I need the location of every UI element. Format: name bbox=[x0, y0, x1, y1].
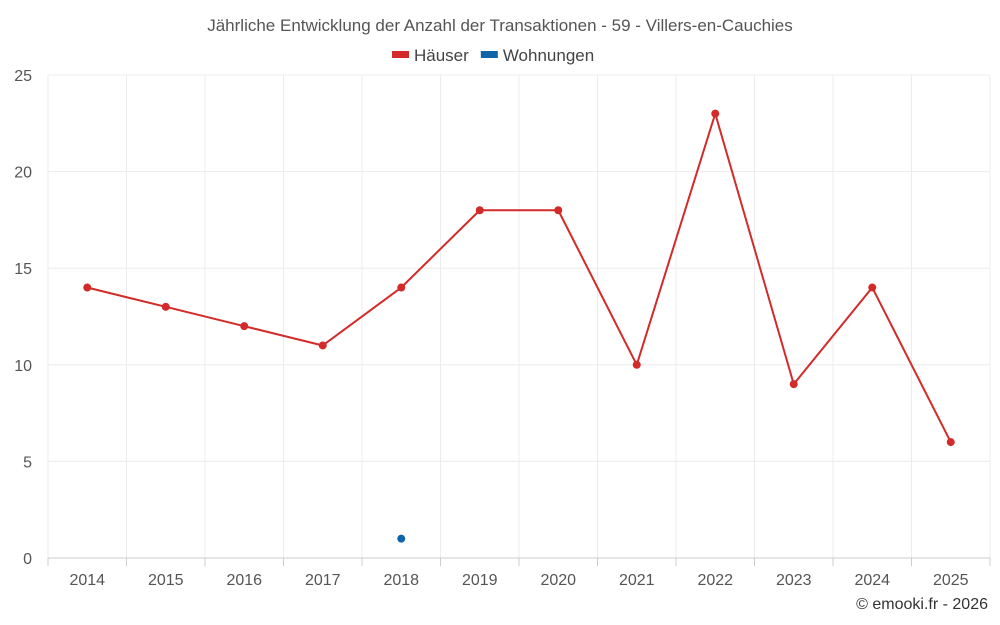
x-tick-label: 2020 bbox=[540, 572, 576, 589]
legend-item[interactable]: Häuser bbox=[392, 46, 469, 65]
legend-label: Wohnungen bbox=[503, 46, 594, 65]
x-tick-label: 2022 bbox=[697, 572, 733, 589]
data-point bbox=[83, 283, 92, 292]
y-tick-label: 0 bbox=[23, 551, 32, 568]
x-tick-label: 2016 bbox=[226, 572, 262, 589]
legend-swatch bbox=[392, 51, 409, 58]
series-layer bbox=[83, 109, 955, 543]
data-point bbox=[397, 283, 406, 292]
data-point bbox=[946, 438, 955, 447]
data-point bbox=[161, 302, 170, 311]
legend[interactable]: Häuser Wohnungen bbox=[392, 46, 594, 65]
data-point bbox=[475, 206, 484, 215]
y-tick-label: 10 bbox=[14, 358, 32, 375]
x-tick-label: 2021 bbox=[619, 572, 655, 589]
legend-label: Häuser bbox=[414, 46, 469, 65]
legend-swatch bbox=[480, 51, 498, 58]
series-1 bbox=[397, 534, 406, 543]
x-tick-label: 2015 bbox=[148, 572, 184, 589]
x-tick-label: 2018 bbox=[383, 572, 419, 589]
x-tick-label: 2025 bbox=[933, 572, 969, 589]
data-point bbox=[632, 360, 641, 369]
x-tick-label: 2024 bbox=[854, 572, 890, 589]
grid bbox=[47, 74, 991, 558]
credit-text: © emooki.fr - 2026 bbox=[856, 596, 988, 613]
data-point bbox=[789, 380, 798, 389]
x-tick-label: 2019 bbox=[462, 572, 498, 589]
series-line bbox=[87, 112, 952, 443]
data-point bbox=[868, 283, 877, 292]
y-tick-label: 15 bbox=[14, 261, 32, 278]
y-tick-label: 5 bbox=[23, 454, 32, 471]
data-point bbox=[711, 109, 720, 118]
y-tick-label: 25 bbox=[14, 68, 32, 85]
y-tick-label: 20 bbox=[14, 165, 32, 182]
x-tick-label: 2017 bbox=[305, 572, 341, 589]
x-tick-label: 2014 bbox=[69, 572, 105, 589]
x-tick-label: 2023 bbox=[776, 572, 812, 589]
series-0 bbox=[83, 109, 955, 447]
data-point bbox=[318, 341, 327, 350]
data-point bbox=[397, 534, 406, 543]
legend-item[interactable]: Wohnungen bbox=[480, 46, 594, 65]
data-point bbox=[554, 206, 563, 215]
chart-title: Jährliche Entwicklung der Anzahl der Tra… bbox=[207, 16, 793, 35]
data-point bbox=[240, 322, 249, 331]
